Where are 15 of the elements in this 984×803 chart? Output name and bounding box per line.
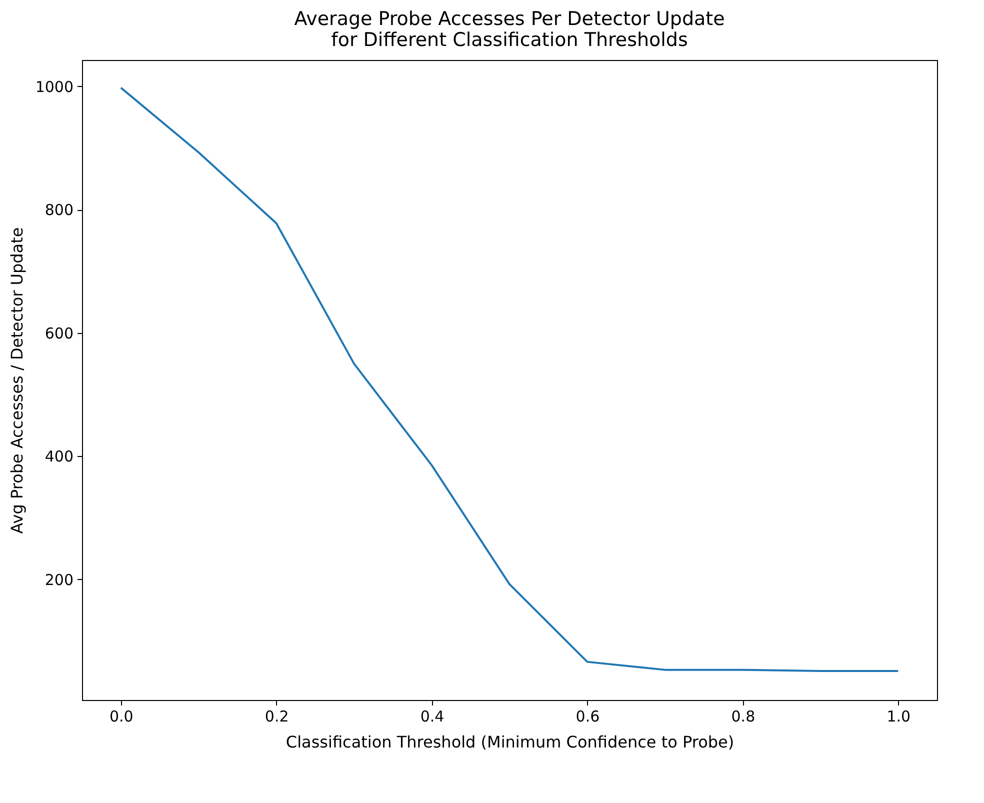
- y-tick-label: 800: [44, 201, 74, 220]
- x-tick-label: 0.2: [264, 708, 289, 726]
- x-tick-label: 1.0: [886, 708, 911, 726]
- x-tick-label: 0.8: [731, 708, 756, 726]
- x-tick-label: 0.0: [109, 708, 134, 726]
- y-tick-label: 400: [44, 448, 74, 466]
- x-axis-title: Classification Threshold (Minimum Confidence to Probe): [286, 732, 734, 752]
- chart-title: Average Probe Accesses Per Detector Update for Different Classification Thresholds: [294, 8, 725, 51]
- line-series: [120, 86, 900, 672]
- y-tick-label: 1000: [35, 78, 74, 96]
- y-tick-label: 200: [44, 570, 74, 589]
- y-tick-label: 600: [44, 324, 74, 342]
- y-axis-title: Avg Probe Accesses / Detector Update: [7, 227, 26, 534]
- x-tick-label: 0.6: [576, 708, 600, 726]
- x-tick-label: 0.4: [420, 708, 444, 726]
